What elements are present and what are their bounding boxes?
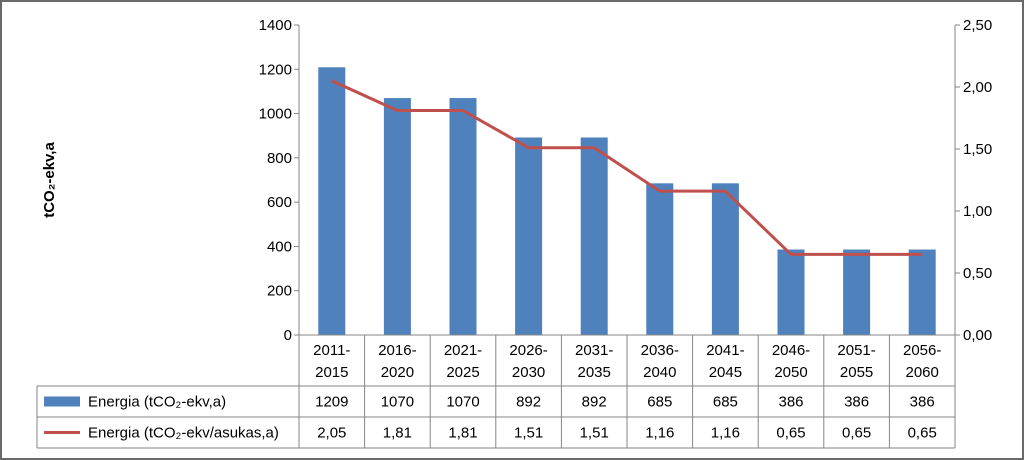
table-cell-bar-value: 892 <box>516 394 541 411</box>
category-label-line1: 2041- <box>706 342 744 359</box>
left-tick-label: 1000 <box>259 106 292 123</box>
table-cell-bar-value: 892 <box>582 394 607 411</box>
table-cell-line-value: 0,65 <box>908 425 937 442</box>
left-tick-label: 600 <box>267 194 292 211</box>
left-tick-label: 1400 <box>259 17 292 34</box>
left-tick-label: 400 <box>267 238 292 255</box>
category-label-line2: 2045 <box>709 364 742 381</box>
table-cell-bar-value: 386 <box>778 394 803 411</box>
series-line-per-resident <box>331 79 923 256</box>
category-label-line1: 2046- <box>772 342 810 359</box>
table-cell-bar-value: 685 <box>647 394 672 411</box>
category-label-line1: 2016- <box>378 342 416 359</box>
bar <box>449 98 477 335</box>
left-tick-label: 800 <box>267 150 292 167</box>
category-label-line1: 2021- <box>444 342 482 359</box>
bar <box>711 183 739 335</box>
table-cell-bar-value: 386 <box>910 394 935 411</box>
category-label-line1: 2056- <box>903 342 941 359</box>
legend-line-label: Energia (tCO₂-ekv/asukas,a) <box>88 425 279 442</box>
left-tick-label: 0 <box>284 327 292 344</box>
category-label-line2: 2055 <box>840 364 873 381</box>
category-label-line2: 2020 <box>381 364 414 381</box>
table-cell-line-value: 1,81 <box>383 425 412 442</box>
table-cell-line-value: 1,51 <box>514 425 543 442</box>
table-cell-bar-value: 1070 <box>381 394 414 411</box>
table-cell-line-value: 0,65 <box>776 425 805 442</box>
table-cell-line-value: 2,05 <box>317 425 346 442</box>
bar <box>843 249 871 335</box>
bar <box>908 249 936 335</box>
right-tick-label: 2,50 <box>963 17 992 34</box>
table-cell-bar-value: 1209 <box>315 394 348 411</box>
table-cell-line-value: 0,65 <box>842 425 871 442</box>
table-cell-bar-value: 685 <box>713 394 738 411</box>
table-cell-line-value: 1,81 <box>448 425 477 442</box>
right-tick-label: 1,50 <box>963 141 992 158</box>
bar <box>383 98 411 335</box>
right-tick-label: 1,00 <box>963 203 992 220</box>
category-label-line1: 2026- <box>509 342 547 359</box>
left-tick-label: 200 <box>267 283 292 300</box>
table-cell-line-value: 1,51 <box>580 425 609 442</box>
bar <box>318 67 346 336</box>
bar <box>580 137 608 335</box>
table-cell-bar-value: 386 <box>844 394 869 411</box>
category-label-line1: 2051- <box>837 342 875 359</box>
right-tick-label: 0,00 <box>963 327 992 344</box>
category-label-line2: 2060 <box>906 364 939 381</box>
category-label-line2: 2040 <box>643 364 676 381</box>
category-label-line1: 2031- <box>575 342 613 359</box>
right-tick-label: 0,50 <box>963 265 992 282</box>
category-label-line1: 2036- <box>641 342 679 359</box>
category-label-line1: 2011- <box>313 342 350 359</box>
right-tick-label: 2,00 <box>963 79 992 96</box>
y-axis-title: tCO₂-ekv,a <box>41 142 58 218</box>
category-label-line2: 2035 <box>578 364 611 381</box>
table-cell-line-value: 1,16 <box>711 425 740 442</box>
table-cell-line-value: 1,16 <box>645 425 674 442</box>
category-label-line2: 2015 <box>315 364 348 381</box>
category-label-line2: 2025 <box>446 364 479 381</box>
bar <box>646 183 674 335</box>
bar <box>777 249 805 335</box>
category-label-line2: 2050 <box>774 364 807 381</box>
legend-bar-label: Energia (tCO₂-ekv,a) <box>88 394 226 411</box>
left-tick-label: 1200 <box>259 61 292 78</box>
legend-bar-key <box>44 396 80 407</box>
table-cell-bar-value: 1070 <box>446 394 479 411</box>
category-label-line2: 2030 <box>512 364 545 381</box>
bar <box>515 137 543 335</box>
